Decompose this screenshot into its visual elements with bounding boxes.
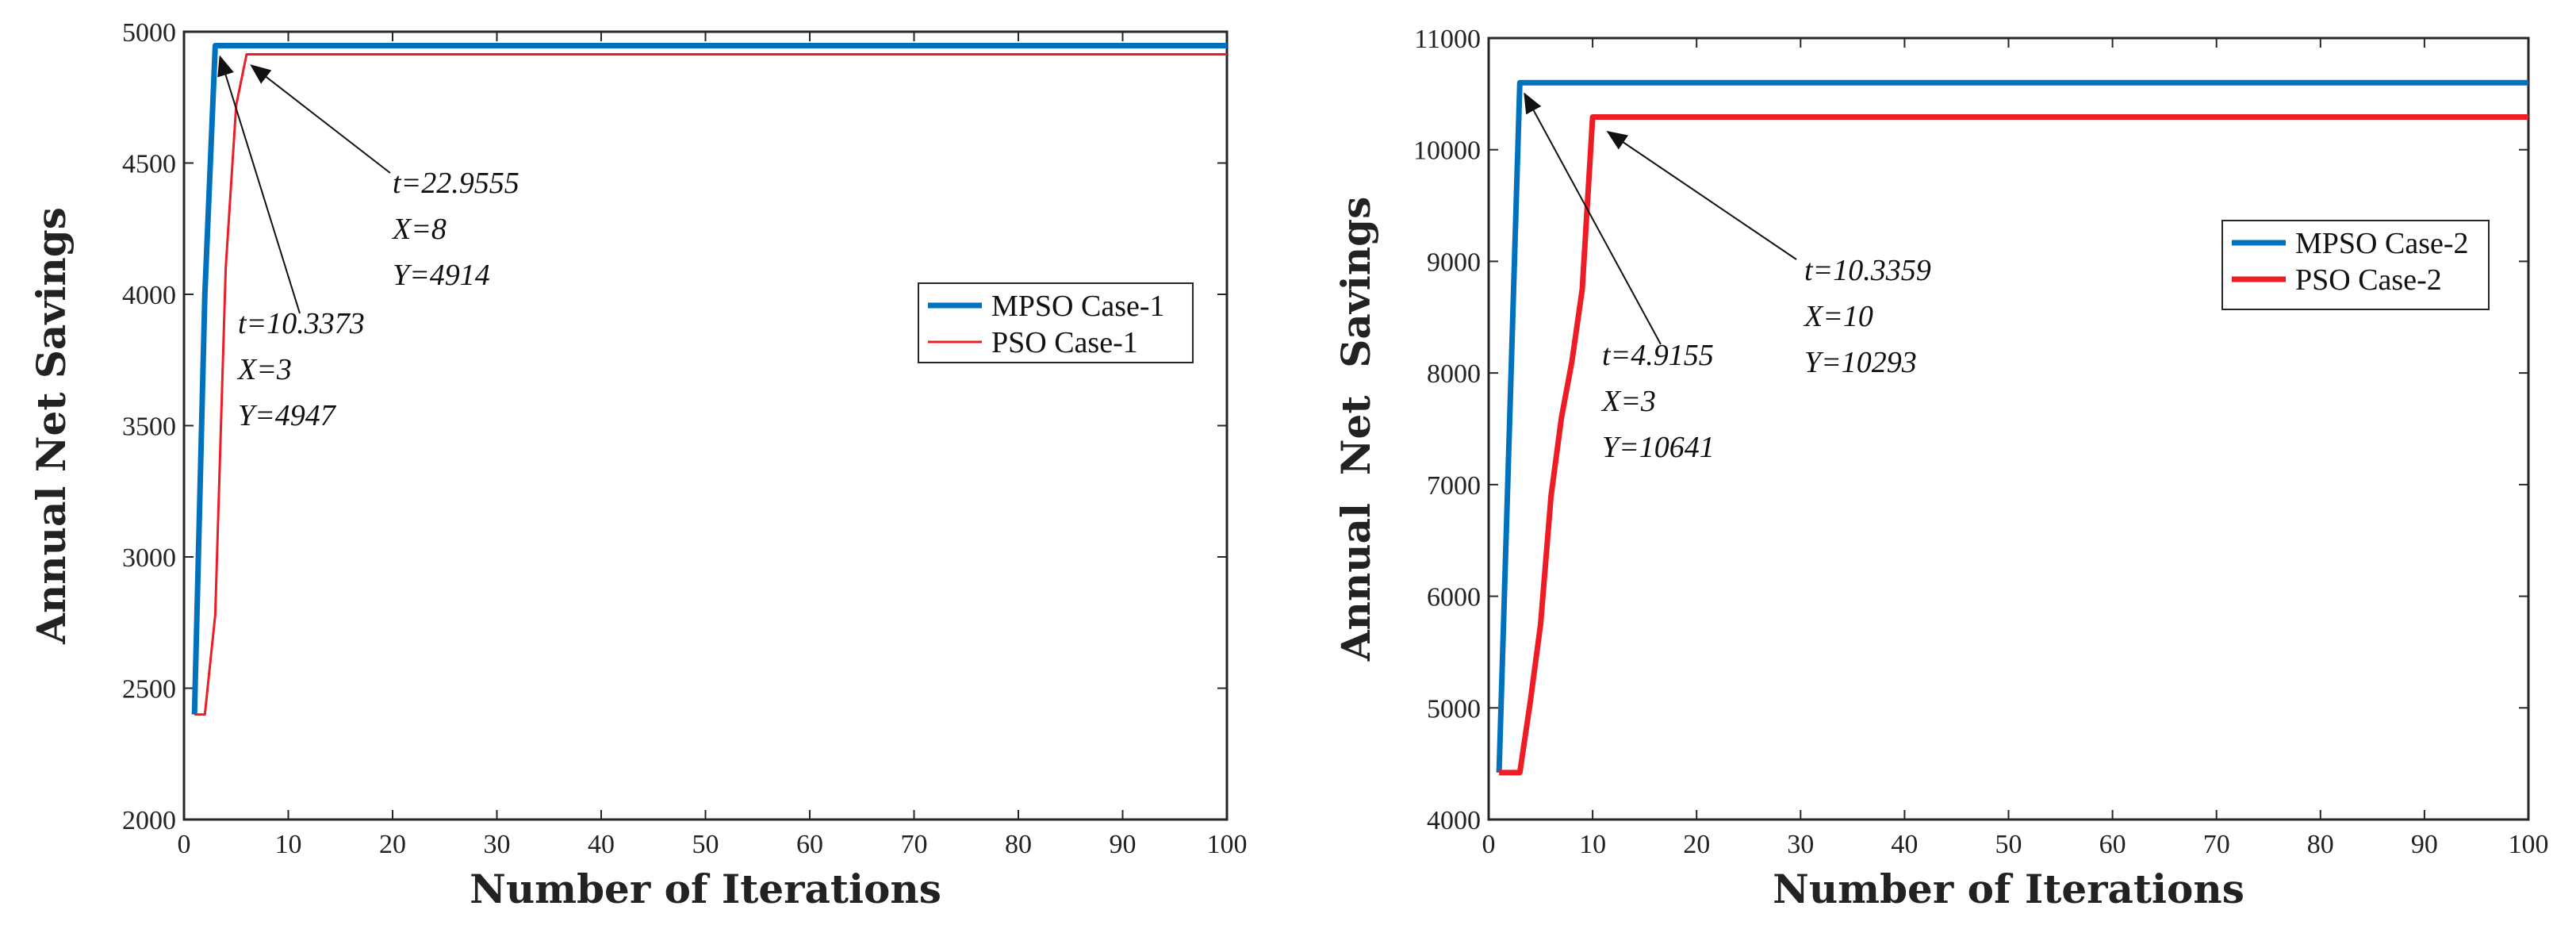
- y-tick-label: 4000: [1427, 806, 1481, 835]
- annotation-text: X=8: [391, 213, 447, 246]
- annotation-text: t=22.9555: [393, 167, 519, 200]
- annotation-text: Y=4947: [238, 399, 337, 432]
- annotation: t=22.9555 X=8 Y=4914: [250, 64, 519, 292]
- y-tick-label: 2500: [122, 675, 176, 704]
- y-tick-label: 6000: [1427, 583, 1481, 612]
- y-tick-label: 3500: [122, 413, 176, 442]
- x-tick-label: 70: [901, 830, 928, 859]
- plot-area: [182, 30, 1229, 821]
- x-tick-label: 50: [1995, 830, 2022, 859]
- y-axis-label: Annual Net Savings: [1332, 197, 1379, 662]
- y-tick-label: 7000: [1427, 471, 1481, 501]
- annotation: t=10.3373 X=3 Y=4947: [217, 55, 365, 432]
- annotation-arrow: [250, 64, 391, 174]
- annotation: t=4.9155 X=3 Y=10641: [1524, 92, 1715, 464]
- x-axis-label: Number of Iterations: [470, 866, 941, 912]
- legend-box: [2221, 220, 2490, 310]
- legend-entry: PSO Case-1: [991, 326, 1138, 359]
- x-tick-label: 20: [379, 830, 406, 859]
- annotation: t=10.3359 X=10 Y=10293: [1606, 130, 1931, 379]
- x-tick-label: 0: [178, 830, 191, 859]
- x-tick-label: 10: [275, 830, 302, 859]
- x-tick-label: 30: [1787, 830, 1814, 859]
- annotation-text: X=3: [236, 353, 292, 386]
- x-tick-label: 30: [484, 830, 511, 859]
- y-tick-label: 10000: [1413, 136, 1481, 166]
- annotation-arrow: [1524, 92, 1662, 345]
- y-tick-label: 11000: [1414, 25, 1481, 54]
- y-tick-label: 8000: [1427, 359, 1481, 389]
- annotation-text: X=3: [1600, 385, 1656, 418]
- x-tick-label: 100: [2509, 830, 2549, 859]
- annotation-arrow: [217, 55, 301, 314]
- y-tick-label: 2000: [122, 806, 176, 835]
- chart-panel-1: 0 10 20 30 40 50 60 70 80 90 100 2000 2500 3000 3500 40…: [28, 18, 1248, 912]
- x-tick-label: 90: [1110, 830, 1137, 859]
- legend-box: [918, 282, 1194, 363]
- x-tick-label: 20: [1683, 830, 1710, 859]
- x-tick-label: 40: [588, 830, 615, 859]
- legend-entry: MPSO Case-2: [2295, 227, 2469, 260]
- x-tick-label: 80: [1005, 830, 1032, 859]
- x-tick-label: 0: [1482, 830, 1496, 859]
- annotation-text: t=10.3373: [238, 307, 365, 340]
- annotation-text: t=10.3359: [1804, 254, 1931, 287]
- x-tick-label: 60: [796, 830, 823, 859]
- y-tick-label: 3000: [122, 543, 176, 573]
- y-tick-label: 5000: [122, 18, 176, 48]
- y-tick-label: 9000: [1427, 248, 1481, 277]
- x-axis-label: Number of Iterations: [1773, 866, 2244, 912]
- annotation-text: Y=10641: [1602, 431, 1715, 464]
- series-group: [1496, 79, 2528, 776]
- y-tick-label: 4000: [122, 281, 176, 310]
- x-tick-label: 60: [2099, 830, 2126, 859]
- y-tick-label: 4500: [122, 150, 176, 179]
- series-line-pso-case-2: [1499, 114, 2528, 776]
- chart-panel-2: 0 10 20 30 40 50 60 70 80 90 100 4000 5000 6000 7000 80…: [1332, 25, 2549, 912]
- x-tick-label: 90: [2411, 830, 2438, 859]
- x-tick-label: 100: [1207, 830, 1248, 859]
- legend-entry: MPSO Case-1: [991, 290, 1165, 323]
- legend-entry: PSO Case-2: [2295, 263, 2442, 297]
- x-tick-label: 50: [692, 830, 719, 859]
- y-axis-label: Annual Net Savings: [28, 207, 75, 645]
- x-tick-label: 80: [2307, 830, 2334, 859]
- series-line-pso-case-1: [194, 53, 1227, 716]
- x-tick-label: 40: [1891, 830, 1918, 859]
- plot-area: [1487, 36, 2530, 821]
- annotation-arrow: [1606, 130, 1797, 260]
- x-tick-label: 70: [2203, 830, 2230, 859]
- annotation-text: X=10: [1803, 300, 1873, 333]
- series-line-mpso-case-1: [191, 43, 1227, 715]
- y-tick-label: 5000: [1427, 694, 1481, 724]
- annotation-text: Y=4914: [393, 259, 490, 292]
- x-tick-label: 10: [1579, 830, 1606, 859]
- annotation-text: t=4.9155: [1602, 339, 1714, 372]
- series-group: [191, 43, 1227, 716]
- series-line-mpso-case-2: [1496, 79, 2528, 774]
- annotation-text: Y=10293: [1804, 346, 1917, 379]
